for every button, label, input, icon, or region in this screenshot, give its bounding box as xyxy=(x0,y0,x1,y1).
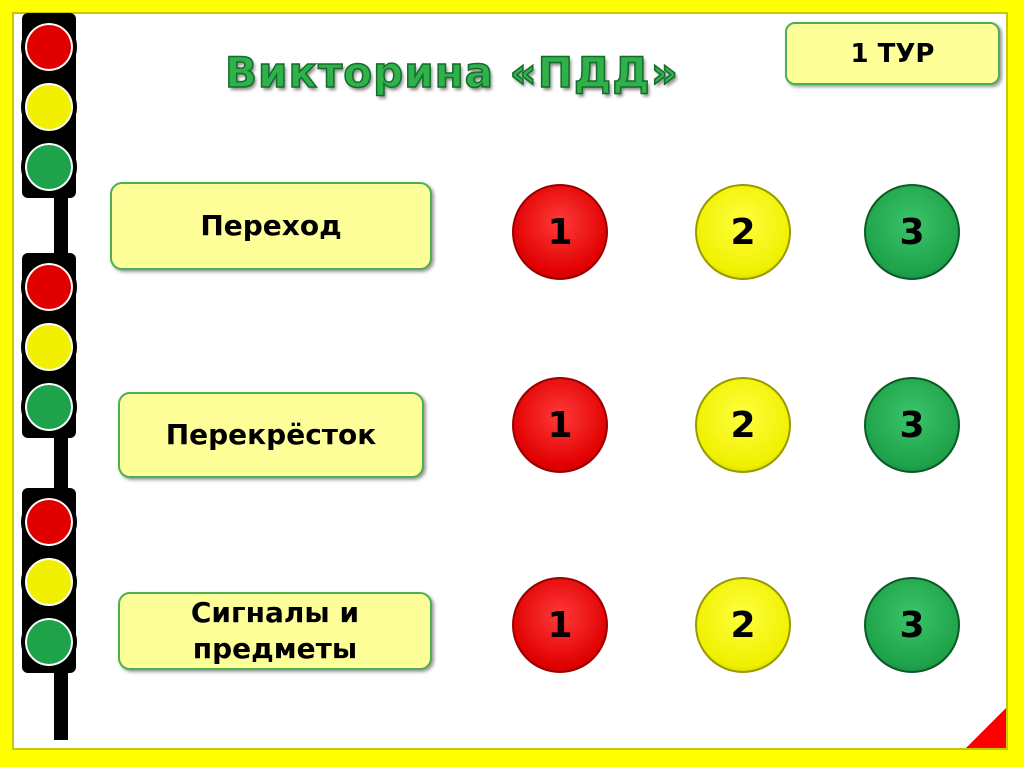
corner-triangle xyxy=(966,708,1006,748)
tour-label: 1 ТУР xyxy=(785,22,1000,85)
lamp-red xyxy=(21,494,77,550)
lamp-green xyxy=(21,379,77,435)
traffic-light-icon xyxy=(14,480,84,740)
lamp-red xyxy=(21,259,77,315)
pole xyxy=(54,425,68,495)
lamp-yellow xyxy=(21,79,77,135)
question-button-3-1[interactable]: 1 xyxy=(512,577,608,673)
traffic-light-icon xyxy=(14,5,84,265)
lamp-yellow xyxy=(21,319,77,375)
category-perekhod: Переход xyxy=(110,182,432,270)
question-button-2-1[interactable]: 1 xyxy=(512,377,608,473)
question-button-1-2[interactable]: 2 xyxy=(695,184,791,280)
traffic-light-icon xyxy=(14,245,84,505)
question-button-3-2[interactable]: 2 xyxy=(695,577,791,673)
question-button-2-3[interactable]: 3 xyxy=(864,377,960,473)
question-button-1-1[interactable]: 1 xyxy=(512,184,608,280)
lamp-red xyxy=(21,19,77,75)
question-button-2-2[interactable]: 2 xyxy=(695,377,791,473)
pole xyxy=(54,185,68,255)
category-signaly: Сигналы и предметы xyxy=(118,592,432,670)
lamp-green xyxy=(21,614,77,670)
question-button-3-3[interactable]: 3 xyxy=(864,577,960,673)
page-title: Викторина «ПДД» xyxy=(224,47,679,98)
question-button-1-3[interactable]: 3 xyxy=(864,184,960,280)
lamp-yellow xyxy=(21,554,77,610)
category-perekrestok: Перекрёсток xyxy=(118,392,424,478)
pole xyxy=(54,660,68,740)
lamp-green xyxy=(21,139,77,195)
